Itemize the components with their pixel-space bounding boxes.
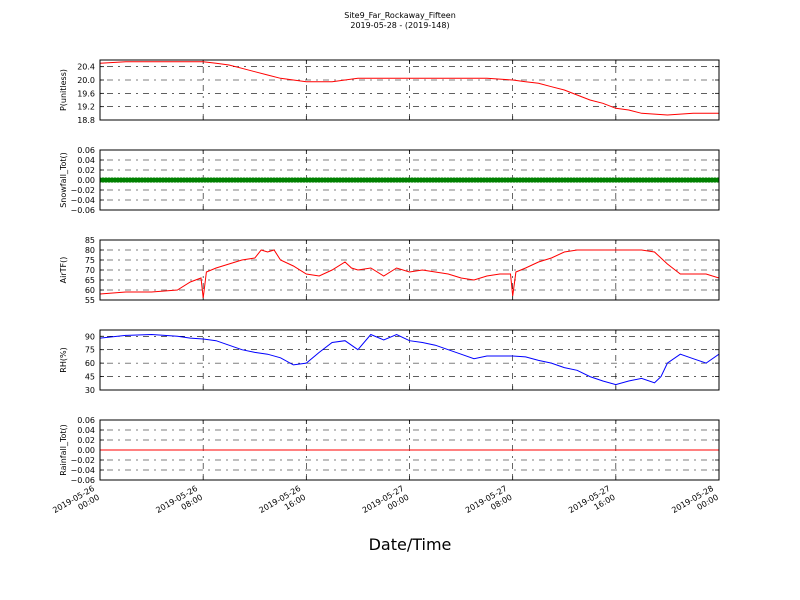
y-tick-label: −0.06 (70, 206, 95, 215)
y-axis-label: P(unitless) (59, 69, 68, 111)
panels-group: 20.420.019.619.218.8P(unitless)0.060.040… (51, 59, 720, 524)
series-line (100, 61, 719, 116)
y-tick-label: 20.4 (77, 63, 95, 72)
y-tick-label: 19.2 (77, 103, 95, 112)
panel-4: 90 75 60 45 30 RH(%) (59, 329, 720, 395)
y-tick-label: −0.02 (70, 186, 95, 195)
panel-1: 20.4 20.0 19.6 19.2 18.8 P(unitless) (59, 59, 720, 125)
x-tick-labels: 2019-05-2600:00 2019-05-2608:00 2019-05-26… (51, 484, 720, 524)
y-tick-label: 85 (85, 236, 95, 245)
x-tick-label: 2019-05-2600:00 (51, 484, 101, 524)
y-tick-label: 0.02 (77, 166, 95, 175)
y-tick-label: 75 (85, 256, 95, 265)
x-tick-label: 2019-05-2700:00 (361, 484, 411, 524)
x-tick-label: 2019-05-2716:00 (567, 484, 617, 524)
y-tick-label: −0.04 (70, 196, 95, 205)
x-tick-label: 2019-05-2608:00 (154, 484, 204, 524)
y-axis-label: Snowfall_Tot() (59, 152, 68, 208)
y-tick-label: 0.04 (77, 426, 95, 435)
y-tick-label: −0.06 (70, 476, 95, 485)
chart-subtitle: 2019-05-28 - (2019-148) (350, 21, 449, 30)
y-tick-label: 90 (85, 332, 95, 341)
x-tick-label: 2019-05-2616:00 (258, 484, 308, 524)
y-axis-label: Rainfall_Tot() (59, 424, 68, 476)
y-tick-label: 0.06 (77, 416, 95, 425)
y-tick-label: 0.02 (77, 436, 95, 445)
x-axis-label: Date/Time (369, 535, 452, 554)
panel-5: 0.060.040.020.00−0.02−0.04−0.06Rainfall_… (59, 416, 720, 485)
y-tick-label: 60 (85, 286, 95, 295)
y-tick-label: 18.8 (77, 116, 95, 125)
panel-2: 0.060.040.020.00−0.02−0.04−0.06Snowfall_… (59, 146, 720, 215)
panel-frame (99, 419, 720, 481)
x-tick-label: 2019-05-2708:00 (464, 484, 514, 524)
chart-title: Site9_Far_Rockaway_Fifteen (344, 11, 456, 20)
panel-frame (99, 329, 720, 391)
y-tick-label: 30 (85, 386, 95, 395)
y-tick-label: 75 (85, 346, 95, 355)
panel-frame (99, 239, 720, 301)
series-markers (100, 177, 719, 183)
y-axis-label: RH(%) (59, 347, 68, 372)
y-tick-label: 0.06 (77, 146, 95, 155)
y-tick-label: 0.04 (77, 156, 95, 165)
y-tick-label: 65 (85, 276, 95, 285)
y-tick-label: 19.6 (77, 89, 95, 98)
panel-frame (99, 59, 720, 121)
y-tick-label: −0.02 (70, 456, 95, 465)
series-line (100, 249, 719, 299)
y-tick-label: 55 (85, 296, 95, 305)
y-tick-label: 0.00 (77, 446, 95, 455)
y-tick-label: 70 (85, 266, 95, 275)
series-marker (715, 177, 719, 183)
y-tick-label: 60 (85, 359, 95, 368)
y-axis-label: AirTF() (59, 257, 68, 284)
y-tick-label: −0.04 (70, 466, 95, 475)
y-tick-label: 80 (85, 246, 95, 255)
x-tick-label: 2019-05-2800:00 (670, 484, 720, 524)
y-tick-label: 0.00 (77, 176, 95, 185)
panel-frame (99, 149, 720, 211)
y-tick-label: 45 (85, 373, 95, 382)
y-tick-label: 20.0 (77, 76, 95, 85)
series-line (100, 333, 719, 386)
